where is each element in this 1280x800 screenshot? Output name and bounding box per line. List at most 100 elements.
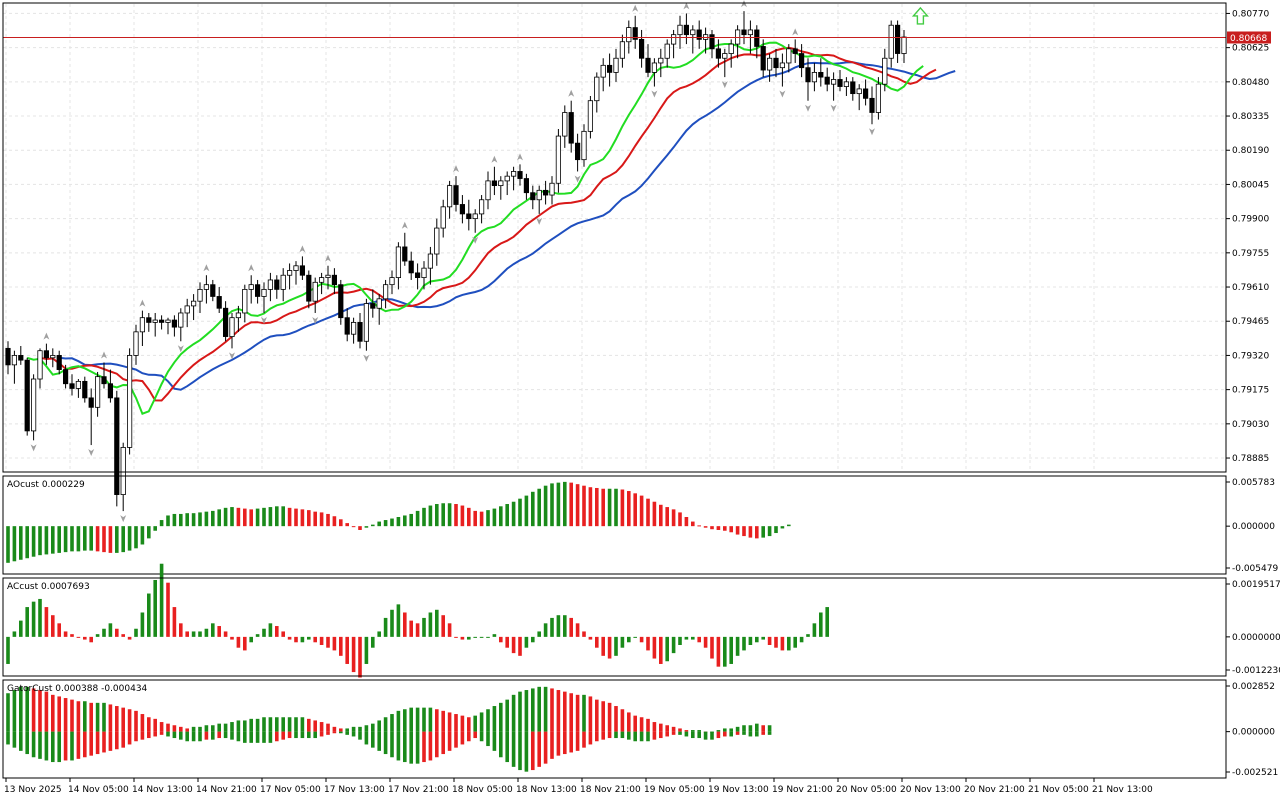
candle[interactable] bbox=[728, 43, 734, 54]
candle[interactable] bbox=[344, 317, 350, 335]
candle[interactable] bbox=[50, 355, 56, 359]
candle[interactable] bbox=[370, 303, 376, 309]
candle[interactable] bbox=[555, 135, 562, 184]
candle[interactable] bbox=[805, 67, 811, 83]
candle[interactable] bbox=[363, 303, 370, 342]
candle[interactable] bbox=[414, 272, 421, 278]
candle[interactable] bbox=[440, 206, 446, 229]
candle[interactable] bbox=[587, 100, 594, 132]
candle[interactable] bbox=[786, 48, 792, 64]
candle[interactable] bbox=[395, 246, 402, 278]
candle[interactable] bbox=[127, 355, 133, 448]
candle[interactable] bbox=[376, 298, 382, 309]
candle[interactable] bbox=[575, 142, 581, 161]
candle[interactable] bbox=[850, 81, 856, 95]
candle[interactable] bbox=[824, 76, 830, 85]
candle[interactable] bbox=[600, 64, 606, 78]
candle[interactable] bbox=[235, 312, 241, 319]
candle[interactable] bbox=[536, 189, 542, 201]
candle[interactable] bbox=[56, 355, 62, 370]
candle[interactable] bbox=[767, 57, 773, 71]
candle[interactable] bbox=[434, 227, 440, 255]
candle[interactable] bbox=[626, 27, 632, 43]
candle[interactable] bbox=[760, 46, 766, 71]
candle[interactable] bbox=[280, 274, 286, 290]
candle[interactable] bbox=[658, 57, 664, 64]
candle[interactable] bbox=[312, 281, 318, 302]
candle[interactable] bbox=[210, 284, 216, 297]
candle[interactable] bbox=[677, 24, 683, 36]
candle[interactable] bbox=[267, 279, 274, 290]
candle[interactable] bbox=[888, 24, 894, 59]
candle[interactable] bbox=[715, 48, 722, 59]
candle[interactable] bbox=[203, 284, 209, 290]
candle[interactable] bbox=[114, 397, 120, 495]
candle[interactable] bbox=[171, 319, 177, 328]
candle[interactable] bbox=[831, 79, 837, 85]
candle[interactable] bbox=[779, 62, 786, 69]
candle[interactable] bbox=[510, 171, 517, 177]
candle[interactable] bbox=[274, 279, 280, 290]
candle[interactable] bbox=[82, 380, 88, 399]
candle[interactable] bbox=[562, 112, 568, 137]
candle[interactable] bbox=[709, 34, 715, 50]
candle[interactable] bbox=[901, 36, 907, 54]
candle[interactable] bbox=[773, 57, 779, 69]
candle[interactable] bbox=[818, 71, 824, 78]
time-axis[interactable]: 13 Nov 2025 14 Nov 05:00 14 Nov 13:00 14 No… bbox=[4, 778, 1153, 795]
candle[interactable] bbox=[594, 76, 600, 102]
candle[interactable] bbox=[299, 265, 306, 276]
candle[interactable] bbox=[427, 253, 434, 269]
candle[interactable] bbox=[95, 376, 101, 408]
gator-panel[interactable] bbox=[6, 686, 772, 772]
candle[interactable] bbox=[472, 213, 478, 220]
candle[interactable] bbox=[261, 288, 267, 297]
candle[interactable] bbox=[568, 112, 574, 144]
candle[interactable] bbox=[222, 307, 229, 337]
candle[interactable] bbox=[843, 81, 850, 87]
candle[interactable] bbox=[696, 29, 702, 40]
candle[interactable] bbox=[184, 305, 190, 314]
candle[interactable] bbox=[75, 380, 81, 389]
candle[interactable] bbox=[639, 38, 645, 59]
candle[interactable] bbox=[357, 322, 363, 342]
candle[interactable] bbox=[421, 267, 427, 278]
candle[interactable] bbox=[18, 355, 24, 361]
candle[interactable] bbox=[178, 312, 184, 328]
candle[interactable] bbox=[254, 284, 261, 297]
candle[interactable] bbox=[242, 288, 248, 314]
candle[interactable] bbox=[133, 331, 139, 356]
candle[interactable] bbox=[5, 347, 11, 366]
candle[interactable] bbox=[69, 383, 75, 389]
price-axis[interactable]: 0.80770 0.80625 0.80480 0.80335 0.80190 0.800… bbox=[1226, 9, 1280, 778]
candle[interactable] bbox=[523, 178, 530, 194]
candle[interactable] bbox=[882, 57, 888, 85]
candle[interactable] bbox=[88, 397, 94, 408]
candle[interactable] bbox=[466, 213, 472, 220]
candle[interactable] bbox=[485, 180, 491, 201]
candle[interactable] bbox=[478, 199, 485, 215]
candle[interactable] bbox=[120, 447, 126, 495]
candle[interactable] bbox=[875, 83, 882, 113]
candle[interactable] bbox=[895, 24, 901, 54]
candle[interactable] bbox=[146, 317, 152, 323]
candle[interactable] bbox=[491, 180, 498, 187]
candle[interactable] bbox=[671, 34, 677, 45]
candle[interactable] bbox=[43, 350, 50, 359]
candle[interactable] bbox=[741, 29, 747, 36]
candle[interactable] bbox=[799, 53, 805, 69]
candle[interactable] bbox=[101, 376, 107, 385]
candle[interactable] bbox=[63, 369, 69, 385]
candle[interactable] bbox=[517, 171, 523, 179]
candle[interactable] bbox=[837, 79, 843, 87]
ac-panel[interactable] bbox=[6, 563, 829, 678]
candle[interactable] bbox=[613, 57, 619, 73]
candle[interactable] bbox=[530, 192, 536, 201]
candle[interactable] bbox=[683, 24, 690, 36]
candle[interactable] bbox=[754, 29, 760, 47]
candle[interactable] bbox=[152, 319, 158, 323]
candle[interactable] bbox=[158, 319, 165, 323]
candle[interactable] bbox=[690, 29, 696, 36]
candle[interactable] bbox=[24, 359, 30, 432]
candle[interactable] bbox=[543, 189, 549, 196]
